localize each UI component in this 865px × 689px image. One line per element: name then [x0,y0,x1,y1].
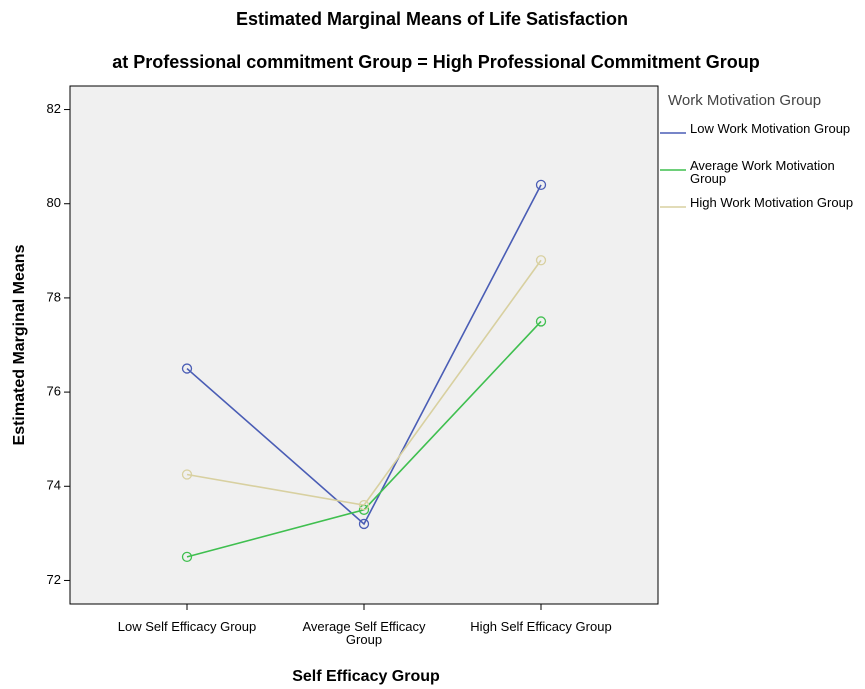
x-tick-label: Low Self Efficacy Group [117,619,257,634]
point-marker [181,551,193,563]
y-axis-label: Estimated Marginal Means [11,244,28,445]
point-marker [535,255,547,266]
point-marker [358,518,370,530]
y-tick-label: 72 [47,572,61,587]
y-tick-label: 76 [47,384,61,399]
x-axis-label: Self Efficacy Group [292,668,440,685]
legend-label: High Work Motivation Group [690,195,854,210]
plot-area [69,85,659,605]
series-line [186,259,542,506]
y-tick-label: 78 [47,289,61,304]
legend-label: Average Work Motivation Group [690,158,835,186]
legend-title: Work Motivation Group [668,92,821,109]
point-marker [535,316,547,327]
x-tick-label: Average Self Efficacy Group [302,619,426,647]
legend-label: Low Work Motivation Group [690,121,851,136]
y-tick-label: 80 [47,195,61,210]
x-tick-label: High Self Efficacy Group [470,619,612,634]
chart-title: Estimated Marginal Means of Life Satisfa… [236,9,628,29]
point-marker [181,363,193,374]
series-line [186,184,542,526]
y-tick-label: 74 [47,478,61,493]
point-marker [535,179,547,191]
point-marker [358,499,370,511]
y-tick-label: 82 [47,101,61,116]
point-marker [181,469,193,480]
chart-subtitle: at Professional commitment Group = High … [112,52,760,72]
